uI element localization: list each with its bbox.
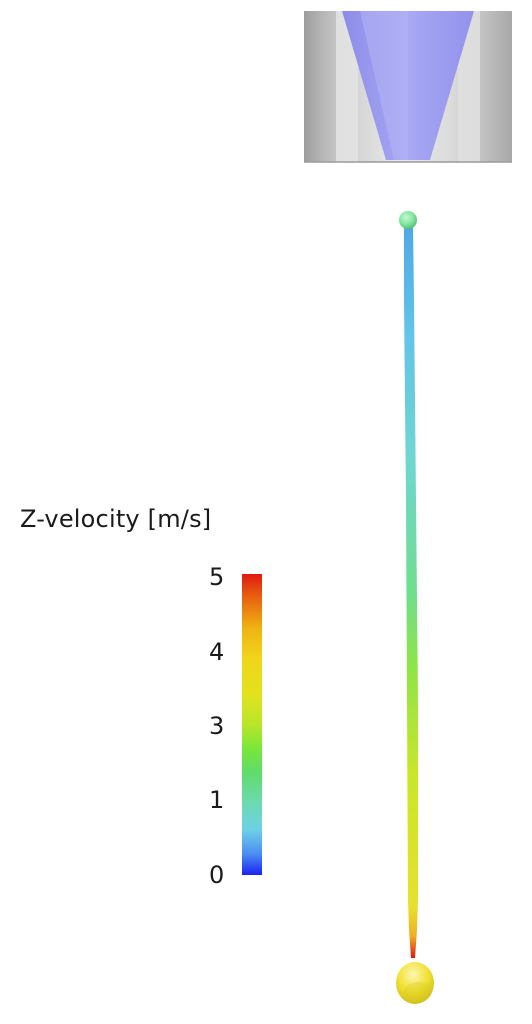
nozzle-inner-wall-right (458, 11, 480, 162)
bottom-droplet (396, 962, 434, 1004)
jet-filament (404, 224, 418, 958)
legend-title: Z-velocity [m/s] (20, 505, 212, 533)
tick-label-1: 1 (209, 786, 225, 814)
colorbar (242, 574, 262, 875)
nozzle (304, 11, 512, 163)
tick-label-3: 3 (209, 712, 225, 740)
bottom-droplet-shadow (404, 982, 432, 1002)
nozzle-cone-highlight (360, 11, 408, 160)
nozzle-inner-wall-left (336, 11, 358, 162)
tick-label-4: 4 (209, 638, 225, 666)
tick-label-0: 0 (209, 861, 225, 889)
jet (396, 211, 434, 1004)
top-droplet (399, 211, 417, 229)
tick-label-5: 5 (209, 563, 225, 591)
